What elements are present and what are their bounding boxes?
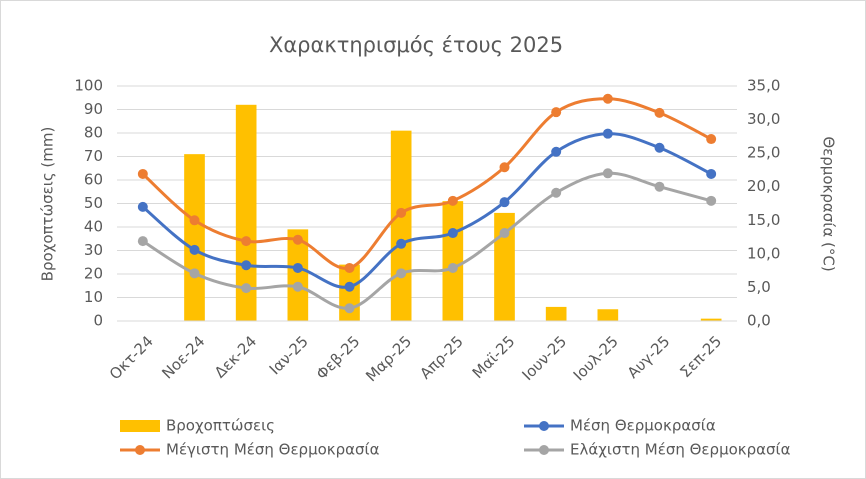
marker xyxy=(499,197,510,208)
marker xyxy=(241,236,252,247)
marker xyxy=(292,262,303,273)
y-tick-label: 100 xyxy=(74,77,103,95)
y2-tick-label: 10,0 xyxy=(747,244,780,262)
y2-tick-label: 15,0 xyxy=(747,211,780,229)
marker xyxy=(602,128,613,139)
marker xyxy=(602,168,613,179)
bar xyxy=(700,318,722,321)
marker xyxy=(189,244,200,255)
marker xyxy=(137,201,148,212)
y-tick-label: 40 xyxy=(84,218,103,236)
marker xyxy=(344,281,355,292)
legend-swatch xyxy=(135,445,145,455)
bar xyxy=(545,306,567,321)
y2-tick-label: 25,0 xyxy=(747,144,780,162)
y-tick-label: 90 xyxy=(84,100,103,118)
marker xyxy=(189,268,200,279)
bar xyxy=(390,130,412,321)
y-tick-label: 10 xyxy=(84,288,103,306)
marker xyxy=(654,142,665,153)
marker xyxy=(447,228,458,239)
bar xyxy=(287,229,309,321)
chart-title: Χαρακτηρισμός έτους 2025 xyxy=(269,33,563,57)
marker xyxy=(551,187,562,198)
y-tick-label: 80 xyxy=(84,124,103,142)
y2-tick-label: 20,0 xyxy=(747,177,780,195)
marker xyxy=(396,238,407,249)
marker xyxy=(137,236,148,247)
marker xyxy=(551,146,562,157)
legend-swatch xyxy=(539,421,549,431)
marker xyxy=(706,168,717,179)
legend-label: Ελάχιστη Μέση Θερμοκρασία xyxy=(570,441,791,459)
marker xyxy=(706,195,717,206)
marker xyxy=(396,207,407,218)
y-tick-label: 20 xyxy=(84,265,103,283)
marker xyxy=(654,107,665,118)
bar xyxy=(494,212,515,321)
legend-label: Βροχοπτώσεις xyxy=(166,417,275,435)
marker xyxy=(292,281,303,292)
bar xyxy=(597,309,619,321)
legend-label: Μέση Θερμοκρασία xyxy=(570,417,716,435)
y-axis-title: Βροχοπτώσεις (mm) xyxy=(39,127,57,282)
marker xyxy=(292,234,303,245)
marker xyxy=(344,303,355,314)
marker xyxy=(602,93,613,104)
y2-axis-title: Θερμοκρασία (°C) xyxy=(820,136,838,271)
y2-tick-label: 5,0 xyxy=(747,278,771,296)
marker xyxy=(189,215,200,226)
marker xyxy=(241,283,252,294)
legend-swatch xyxy=(539,445,549,455)
legend-label: Μέγιστη Μέση Θερμοκρασία xyxy=(166,441,380,459)
marker xyxy=(499,162,510,173)
marker xyxy=(241,260,252,271)
marker xyxy=(344,262,355,273)
bar xyxy=(442,201,464,321)
y-tick-label: 70 xyxy=(84,147,103,165)
marker xyxy=(447,195,458,206)
y-tick-label: 30 xyxy=(84,241,103,259)
y-tick-label: 60 xyxy=(84,171,103,189)
y-tick-label: 0 xyxy=(93,312,103,330)
marker xyxy=(499,228,510,239)
y2-tick-label: 35,0 xyxy=(747,77,780,95)
bar xyxy=(184,154,205,321)
y2-tick-label: 0,0 xyxy=(747,312,771,330)
marker xyxy=(396,268,407,279)
marker xyxy=(654,181,665,192)
marker xyxy=(706,134,717,145)
y-tick-label: 50 xyxy=(84,194,103,212)
marker xyxy=(447,262,458,273)
legend-swatch xyxy=(120,420,160,432)
marker xyxy=(137,168,148,179)
y2-tick-label: 30,0 xyxy=(747,110,780,128)
marker xyxy=(551,107,562,118)
